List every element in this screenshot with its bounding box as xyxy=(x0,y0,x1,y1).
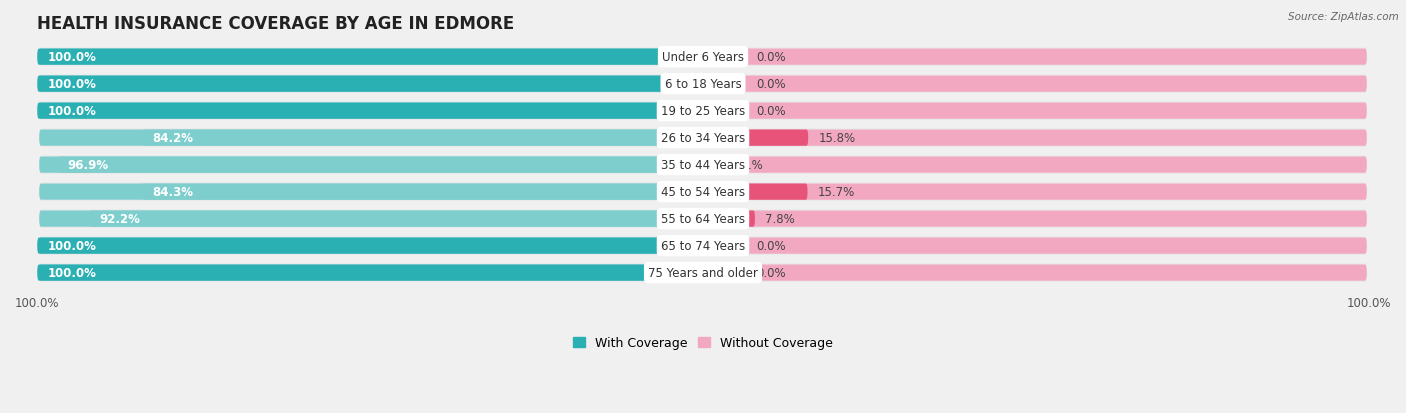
FancyBboxPatch shape xyxy=(703,265,1367,281)
FancyBboxPatch shape xyxy=(703,130,808,146)
FancyBboxPatch shape xyxy=(703,238,1367,254)
FancyBboxPatch shape xyxy=(703,103,1367,119)
Text: 15.7%: 15.7% xyxy=(817,186,855,199)
Text: 84.3%: 84.3% xyxy=(152,186,193,199)
FancyBboxPatch shape xyxy=(39,183,1367,201)
FancyBboxPatch shape xyxy=(39,211,703,227)
Text: 7.8%: 7.8% xyxy=(765,213,794,225)
Text: 0.0%: 0.0% xyxy=(756,51,786,64)
FancyBboxPatch shape xyxy=(39,210,1367,228)
FancyBboxPatch shape xyxy=(703,184,1367,200)
FancyBboxPatch shape xyxy=(37,238,703,254)
Text: 15.8%: 15.8% xyxy=(818,132,855,145)
Text: 0.0%: 0.0% xyxy=(756,240,786,252)
FancyBboxPatch shape xyxy=(703,76,1367,93)
FancyBboxPatch shape xyxy=(39,265,703,281)
Legend: With Coverage, Without Coverage: With Coverage, Without Coverage xyxy=(568,331,838,354)
FancyBboxPatch shape xyxy=(39,129,1367,147)
FancyBboxPatch shape xyxy=(703,211,755,227)
FancyBboxPatch shape xyxy=(37,50,703,66)
FancyBboxPatch shape xyxy=(39,75,1367,94)
Text: 96.9%: 96.9% xyxy=(67,159,110,172)
FancyBboxPatch shape xyxy=(39,237,1367,255)
Text: 100.0%: 100.0% xyxy=(48,266,96,280)
Text: 6 to 18 Years: 6 to 18 Years xyxy=(665,78,741,91)
Text: 100.0%: 100.0% xyxy=(48,240,96,252)
FancyBboxPatch shape xyxy=(37,265,703,281)
FancyBboxPatch shape xyxy=(703,184,807,200)
FancyBboxPatch shape xyxy=(39,50,703,66)
FancyBboxPatch shape xyxy=(39,103,703,119)
Text: 84.2%: 84.2% xyxy=(152,132,194,145)
FancyBboxPatch shape xyxy=(39,156,1367,174)
FancyBboxPatch shape xyxy=(142,130,703,146)
FancyBboxPatch shape xyxy=(37,76,703,93)
FancyBboxPatch shape xyxy=(39,48,1367,66)
FancyBboxPatch shape xyxy=(39,102,1367,121)
FancyBboxPatch shape xyxy=(703,50,1367,66)
Text: 45 to 54 Years: 45 to 54 Years xyxy=(661,186,745,199)
Text: 26 to 34 Years: 26 to 34 Years xyxy=(661,132,745,145)
FancyBboxPatch shape xyxy=(39,238,703,254)
FancyBboxPatch shape xyxy=(703,130,1367,146)
Text: 35 to 44 Years: 35 to 44 Years xyxy=(661,159,745,172)
Text: Under 6 Years: Under 6 Years xyxy=(662,51,744,64)
FancyBboxPatch shape xyxy=(39,264,1367,282)
Text: 100.0%: 100.0% xyxy=(48,78,96,91)
Text: 92.2%: 92.2% xyxy=(100,213,141,225)
Text: 0.0%: 0.0% xyxy=(756,78,786,91)
Text: 19 to 25 Years: 19 to 25 Years xyxy=(661,105,745,118)
Text: 100.0%: 100.0% xyxy=(48,51,96,64)
Text: Source: ZipAtlas.com: Source: ZipAtlas.com xyxy=(1288,12,1399,22)
FancyBboxPatch shape xyxy=(39,130,703,146)
Text: 3.1%: 3.1% xyxy=(734,159,763,172)
Text: 0.0%: 0.0% xyxy=(756,266,786,280)
FancyBboxPatch shape xyxy=(37,103,703,119)
Text: HEALTH INSURANCE COVERAGE BY AGE IN EDMORE: HEALTH INSURANCE COVERAGE BY AGE IN EDMO… xyxy=(37,15,515,33)
Text: 100.0%: 100.0% xyxy=(48,105,96,118)
FancyBboxPatch shape xyxy=(39,76,703,93)
FancyBboxPatch shape xyxy=(89,211,703,227)
FancyBboxPatch shape xyxy=(142,184,703,200)
FancyBboxPatch shape xyxy=(703,157,1367,173)
FancyBboxPatch shape xyxy=(39,157,703,173)
Text: 65 to 74 Years: 65 to 74 Years xyxy=(661,240,745,252)
Text: 55 to 64 Years: 55 to 64 Years xyxy=(661,213,745,225)
FancyBboxPatch shape xyxy=(703,157,724,173)
FancyBboxPatch shape xyxy=(703,211,1367,227)
FancyBboxPatch shape xyxy=(58,157,703,173)
FancyBboxPatch shape xyxy=(39,184,703,200)
Text: 0.0%: 0.0% xyxy=(756,105,786,118)
Text: 75 Years and older: 75 Years and older xyxy=(648,266,758,280)
